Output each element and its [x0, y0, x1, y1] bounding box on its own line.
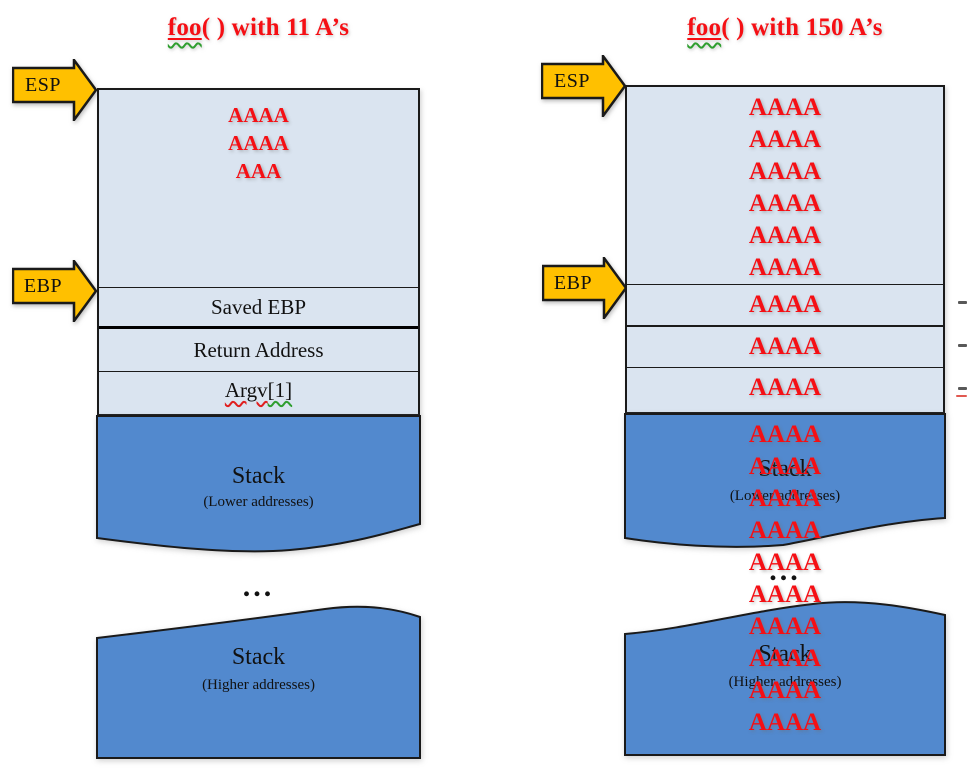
right-stack-frame-box: AAAA AAAA AAAA AAAA AAAA AAAA AAAA AAAA … — [625, 85, 945, 414]
stack-lower-shape — [624, 413, 946, 548]
block-arrow-icon — [542, 257, 627, 319]
right-ebp-label: EBP — [553, 271, 593, 294]
buffer-line: AAAA — [748, 126, 822, 153]
left-title: foo( ) with 11 A’s — [97, 14, 420, 42]
stack-higher-shape — [624, 601, 946, 756]
left-esp-label: ESP — [25, 73, 61, 96]
left-title-foo-wrap: foo — [168, 14, 202, 41]
overflow-line: AAAA — [748, 645, 822, 672]
clipped-label-fragment — [958, 387, 967, 390]
stack-higher-subtitle: (Higher addresses) — [728, 674, 842, 690]
argv-index: [1] — [267, 377, 293, 402]
overflow-line: AAAA — [748, 421, 822, 448]
right-stack-higher: Stack (Higher addresses) — [623, 598, 947, 758]
left-stack-frame-box: AAAA AAAA AAA Saved EBP Return Address A… — [97, 88, 420, 416]
right-esp-arrow: ESP — [541, 55, 626, 117]
left-ebp-arrow: EBP — [12, 260, 97, 322]
left-saved-ebp-cell: Saved EBP — [99, 288, 418, 329]
right-buffer-content: AAAA AAAA AAAA AAAA AAAA AAAA — [627, 87, 943, 284]
left-buffer-region: AAAA AAAA AAA — [99, 90, 418, 288]
stack-lower-shape — [96, 415, 421, 553]
block-arrow-icon — [12, 59, 97, 121]
overwritten-return-address: AAAA — [748, 333, 822, 360]
right-ellipsis: ... — [769, 554, 801, 587]
clipped-squiggle-fragment — [956, 395, 967, 397]
right-stack-lower: Stack (Lower addresses) — [623, 412, 947, 562]
stack-lower-title: Stack — [231, 463, 286, 489]
block-arrow-icon — [12, 260, 97, 322]
left-title-foo: foo — [167, 14, 202, 41]
left-ebp-label: EBP — [23, 274, 63, 297]
left-stack-lower: Stack (Lower addresses) — [95, 414, 422, 564]
right-title: foo( ) with 150 A’s — [625, 14, 945, 42]
overflow-line: AAAA — [748, 677, 822, 704]
stack-higher-shape — [96, 605, 421, 759]
stack-lower-subtitle: (Lower addresses) — [729, 488, 841, 504]
right-buffer-region: AAAA AAAA AAAA AAAA AAAA AAAA — [627, 87, 943, 285]
right-saved-ebp-cell: AAAA — [627, 285, 943, 327]
left-stack-higher: Stack (Higher addresses) — [95, 600, 422, 760]
buffer-line: AAAA — [748, 222, 822, 249]
right-esp-label: ESP — [554, 69, 590, 92]
argv-label: Argv[1] — [225, 378, 292, 403]
overwritten-argv: AAAA — [748, 373, 822, 401]
right-title-foo-wrap: foo — [687, 14, 721, 41]
return-address-label: Return Address — [193, 337, 324, 362]
left-return-address-cell: Return Address — [99, 329, 418, 372]
buffer-line: AAAA — [228, 131, 289, 155]
overflow-line: AAAA — [748, 485, 822, 512]
overflow-line: AAAA — [748, 517, 822, 544]
right-return-address-cell: AAAA — [627, 327, 943, 368]
right-overflow-column: AAAA AAAA AAAA AAAA AAAA AAAA AAAA AAAA … — [625, 419, 945, 739]
buffer-line: AAAA — [748, 94, 822, 121]
stack-lower-title: Stack — [758, 456, 812, 482]
left-title-rest: ( ) with 11 A’s — [201, 14, 350, 41]
overwritten-saved-ebp: AAAA — [748, 291, 822, 318]
left-esp-arrow: ESP — [12, 59, 97, 121]
right-title-foo: foo — [687, 14, 722, 41]
right-argv-cell: AAAA — [627, 368, 943, 407]
buffer-line: AAAA — [748, 158, 822, 185]
left-ellipsis: ... — [242, 570, 275, 603]
buffer-line: AAAA — [228, 103, 289, 127]
clipped-label-fragment — [958, 344, 967, 347]
saved-ebp-label: Saved EBP — [210, 294, 307, 319]
buffer-line: AAA — [235, 159, 282, 183]
overflow-line: AAAA — [748, 613, 822, 640]
left-argv-cell: Argv[1] — [99, 372, 418, 408]
buffer-line: AAAA — [748, 190, 822, 217]
right-title-rest: ( ) with 150 A’s — [721, 14, 883, 41]
block-arrow-icon — [541, 55, 626, 117]
overflow-line: AAAA — [748, 581, 822, 608]
argv-word: Argv — [224, 377, 268, 402]
overflow-line: AAAA — [748, 709, 822, 736]
buffer-line: AAAA — [748, 254, 822, 281]
right-ebp-arrow: EBP — [542, 257, 627, 319]
stack-higher-subtitle: (Higher addresses) — [202, 677, 315, 693]
overflow-line: AAAA — [748, 549, 822, 576]
left-buffer-content: AAAA AAAA AAA — [99, 90, 418, 185]
stack-higher-title: Stack — [231, 644, 286, 670]
overflow-line: AAAA — [748, 453, 822, 480]
stack-higher-title: Stack — [758, 641, 812, 667]
stack-lower-subtitle: (Lower addresses) — [203, 494, 314, 510]
clipped-label-fragment — [958, 301, 967, 304]
